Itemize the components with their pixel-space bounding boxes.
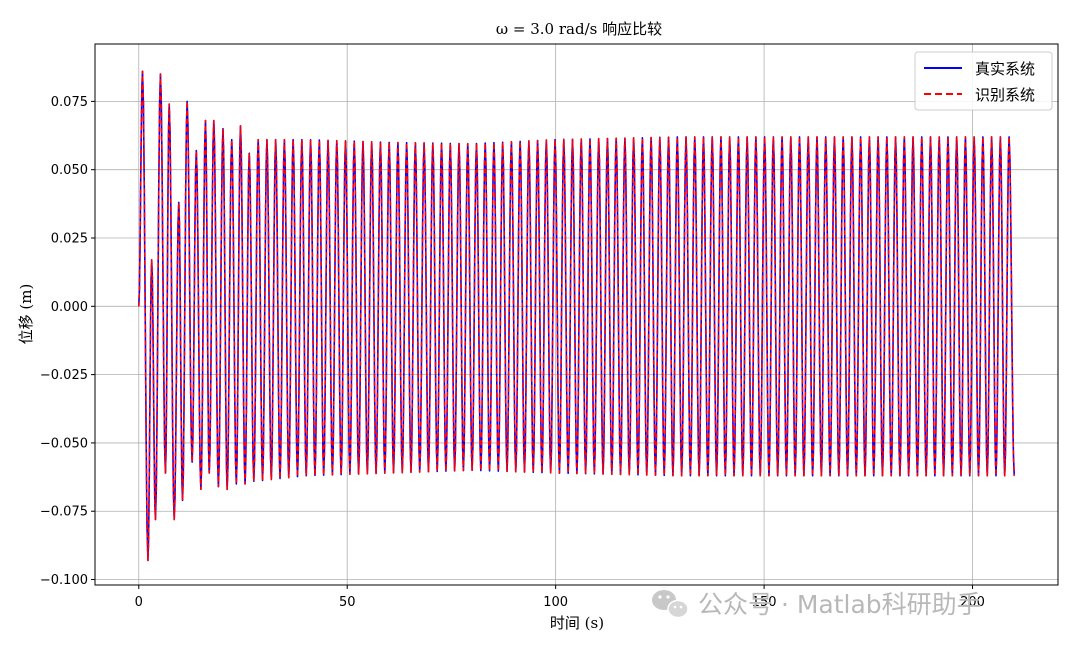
x-tick-label: 100 (543, 595, 568, 610)
y-tick-label: −0.075 (40, 505, 88, 520)
watermark: 公众号 · Matlab科研助手 (652, 590, 982, 619)
legend: 真实系统 识别系统 (914, 51, 1053, 111)
y-tick-label: 0.000 (51, 300, 88, 315)
axis-ticks: 0 50 100 150 200 −0.100 −0.075 −0.050 −0.025 0.00… (40, 95, 985, 610)
y-tick-label: 0.050 (51, 163, 88, 178)
series-line-identified-system (137, 70, 1016, 562)
x-tick-label: 0 (135, 595, 143, 610)
x-tick-label: 150 (752, 595, 777, 610)
x-axis-label: 时间 (s) (550, 614, 604, 632)
y-tick-label: 0.025 (51, 231, 88, 246)
x-tick-label: 50 (339, 595, 356, 610)
series-layer (137, 70, 1016, 562)
y-tick-label: −0.050 (40, 436, 88, 451)
wechat-icon (652, 590, 689, 619)
y-tick-label: 0.075 (51, 95, 88, 110)
legend-box (914, 51, 1053, 111)
chart-title: ω = 3.0 rad/s 响应比较 (496, 20, 662, 38)
plot-frame (94, 43, 1059, 586)
y-tick-label: −0.025 (40, 368, 88, 383)
y-tick-label: −0.100 (40, 573, 88, 588)
legend-label-identified: 识别系统 (975, 86, 1035, 104)
y-axis-label: 位移 (m) (17, 284, 35, 345)
x-tick-label: 200 (960, 595, 985, 610)
watermark-text: 公众号 · Matlab科研助手 (698, 590, 982, 619)
legend-label-true: 真实系统 (975, 60, 1035, 78)
